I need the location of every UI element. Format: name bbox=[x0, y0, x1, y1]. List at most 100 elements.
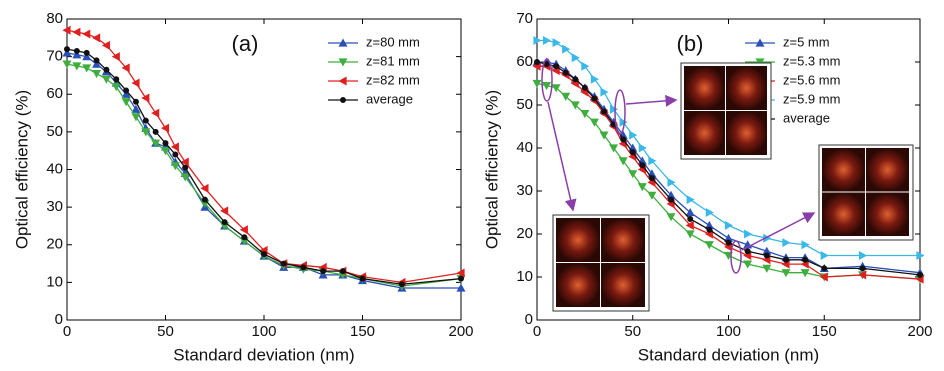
marker bbox=[620, 136, 626, 142]
marker bbox=[153, 129, 159, 135]
legend-label: z=5.3 mm bbox=[783, 53, 840, 68]
marker bbox=[764, 253, 770, 259]
marker bbox=[182, 165, 188, 171]
annotation: (b) bbox=[677, 31, 704, 56]
y-tick-label: 10 bbox=[46, 273, 63, 290]
inset-tile bbox=[556, 263, 600, 307]
marker bbox=[860, 265, 866, 271]
marker bbox=[553, 63, 559, 69]
y-tick-label: 50 bbox=[46, 123, 63, 140]
marker bbox=[261, 251, 267, 257]
marker bbox=[821, 265, 827, 271]
marker bbox=[783, 257, 789, 263]
highlight bbox=[615, 90, 625, 134]
x-tick-label: 0 bbox=[63, 323, 71, 340]
marker bbox=[102, 76, 111, 84]
y-tick-label: 70 bbox=[516, 10, 533, 27]
inset-tile bbox=[601, 218, 645, 262]
y-tick-label: 30 bbox=[46, 198, 63, 215]
marker bbox=[802, 257, 808, 263]
marker bbox=[133, 99, 139, 105]
marker bbox=[92, 70, 101, 78]
marker bbox=[859, 251, 867, 260]
inset-tile bbox=[684, 111, 725, 155]
marker bbox=[74, 48, 80, 54]
marker bbox=[686, 230, 695, 238]
annotation: (a) bbox=[232, 31, 259, 56]
marker bbox=[917, 272, 923, 278]
marker bbox=[200, 184, 208, 193]
y-tick-label: 60 bbox=[46, 85, 63, 102]
inset-tile bbox=[822, 148, 865, 192]
marker bbox=[82, 30, 90, 39]
x-tick-label: 100 bbox=[716, 323, 741, 340]
marker bbox=[241, 234, 247, 240]
marker bbox=[610, 105, 618, 114]
marker bbox=[131, 78, 139, 87]
marker bbox=[639, 144, 647, 153]
marker bbox=[92, 33, 100, 42]
marker bbox=[172, 151, 178, 157]
marker bbox=[163, 140, 169, 146]
y-tick-label: 10 bbox=[516, 268, 533, 285]
marker bbox=[131, 113, 140, 121]
marker bbox=[745, 248, 751, 254]
marker bbox=[161, 124, 169, 133]
inset-tile bbox=[866, 148, 909, 192]
marker bbox=[399, 281, 405, 287]
inset-tile bbox=[726, 111, 767, 155]
y-tick-label: 0 bbox=[525, 311, 533, 328]
x-tick-label: 0 bbox=[533, 323, 541, 340]
x-axis-label: Standard deviation (nm) bbox=[173, 345, 354, 364]
marker bbox=[202, 197, 208, 203]
marker bbox=[705, 241, 714, 249]
marker bbox=[629, 131, 637, 140]
inset-tile bbox=[822, 193, 865, 237]
marker bbox=[94, 57, 100, 63]
marker bbox=[151, 109, 159, 118]
x-tick-label: 150 bbox=[350, 323, 375, 340]
inset-tile bbox=[726, 66, 767, 110]
y-tick-label: 70 bbox=[46, 48, 63, 65]
marker bbox=[649, 175, 655, 181]
inset-tile bbox=[684, 66, 725, 110]
y-axis-label: Optical efficiency (%) bbox=[482, 90, 501, 249]
marker bbox=[687, 195, 695, 204]
marker bbox=[572, 76, 578, 82]
marker bbox=[725, 221, 733, 230]
legend-label: z=82 mm bbox=[366, 72, 420, 87]
inset-tile bbox=[556, 218, 600, 262]
marker bbox=[64, 46, 70, 52]
marker bbox=[726, 240, 732, 246]
marker bbox=[360, 276, 366, 282]
x-tick-label: 100 bbox=[251, 323, 276, 340]
marker bbox=[706, 208, 714, 217]
marker bbox=[72, 28, 80, 37]
marker bbox=[600, 88, 608, 97]
marker bbox=[143, 118, 149, 124]
legend-label: z=80 mm bbox=[366, 34, 420, 49]
legend-marker bbox=[340, 97, 346, 103]
y-axis-label: Optical efficiency (%) bbox=[12, 90, 31, 249]
legend-label: z=5.9 mm bbox=[783, 91, 840, 106]
marker bbox=[668, 197, 674, 203]
marker bbox=[591, 96, 597, 102]
marker bbox=[281, 261, 287, 267]
marker bbox=[84, 50, 90, 56]
y-tick-label: 0 bbox=[55, 311, 63, 328]
marker bbox=[300, 264, 306, 270]
marker bbox=[553, 38, 561, 47]
marker bbox=[639, 162, 645, 168]
marker bbox=[821, 251, 829, 260]
marker bbox=[340, 268, 346, 274]
marker bbox=[581, 62, 589, 71]
marker bbox=[320, 268, 326, 274]
marker bbox=[802, 240, 810, 249]
inset-tile bbox=[601, 263, 645, 307]
marker bbox=[103, 67, 109, 73]
marker bbox=[782, 238, 790, 247]
marker bbox=[563, 70, 569, 76]
marker bbox=[744, 230, 752, 239]
marker bbox=[122, 98, 131, 106]
marker bbox=[113, 76, 119, 82]
